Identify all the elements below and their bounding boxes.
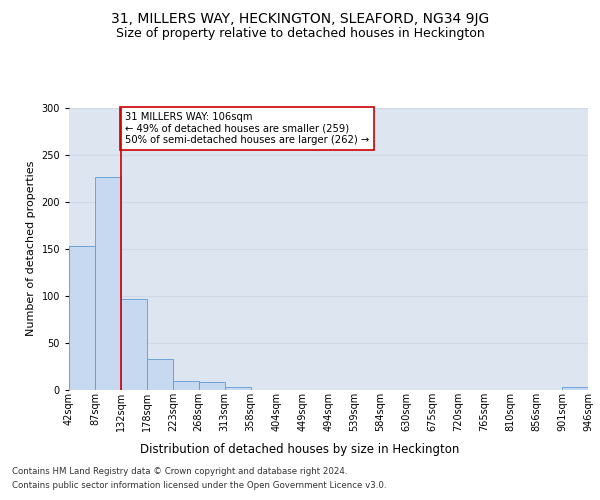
Bar xyxy=(147,359,173,390)
Text: Distribution of detached houses by size in Heckington: Distribution of detached houses by size … xyxy=(140,442,460,456)
Text: 31, MILLERS WAY, HECKINGTON, SLEAFORD, NG34 9JG: 31, MILLERS WAY, HECKINGTON, SLEAFORD, N… xyxy=(111,12,489,26)
Bar xyxy=(95,177,121,390)
Text: 31 MILLERS WAY: 106sqm
← 49% of detached houses are smaller (259)
50% of semi-de: 31 MILLERS WAY: 106sqm ← 49% of detached… xyxy=(125,112,369,146)
Y-axis label: Number of detached properties: Number of detached properties xyxy=(26,161,36,336)
Bar xyxy=(173,380,199,390)
Bar xyxy=(69,246,95,390)
Bar xyxy=(562,387,588,390)
Bar xyxy=(199,382,224,390)
Text: Size of property relative to detached houses in Heckington: Size of property relative to detached ho… xyxy=(116,28,484,40)
Bar xyxy=(121,298,147,390)
Text: Contains HM Land Registry data © Crown copyright and database right 2024.: Contains HM Land Registry data © Crown c… xyxy=(12,468,347,476)
Bar xyxy=(225,387,251,390)
Text: Contains public sector information licensed under the Open Government Licence v3: Contains public sector information licen… xyxy=(12,481,386,490)
